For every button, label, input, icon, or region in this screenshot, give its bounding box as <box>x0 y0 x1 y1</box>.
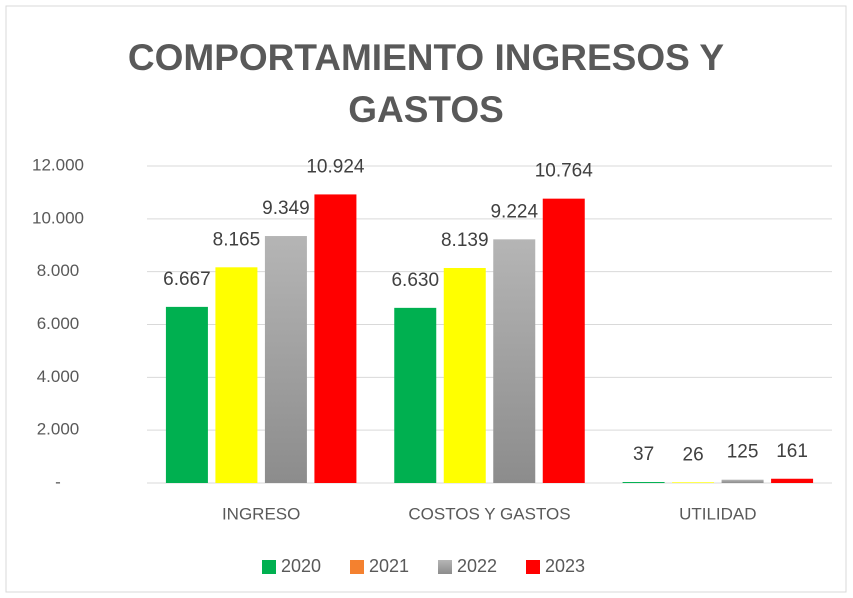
data-label: 8.139 <box>441 230 489 251</box>
x-tick-label: INGRESO <box>222 504 300 523</box>
legend-label: 2021 <box>369 556 409 576</box>
data-label: 37 <box>633 444 654 465</box>
bar <box>215 267 258 483</box>
data-label: 9.224 <box>490 201 538 222</box>
data-label: 6.667 <box>163 269 211 290</box>
bar <box>394 307 437 483</box>
y-tick-label: - <box>55 472 61 491</box>
bar <box>493 239 536 483</box>
legend-swatch <box>526 560 540 574</box>
y-tick-label: 6.000 <box>37 314 80 333</box>
bar <box>443 267 486 483</box>
y-tick-label: 10.000 <box>32 208 84 227</box>
bar <box>314 194 357 484</box>
data-label: 9.349 <box>262 198 310 219</box>
x-tick-label: UTILIDAD <box>679 504 756 523</box>
bar <box>721 479 764 483</box>
chart-frame <box>5 5 847 593</box>
legend-swatch <box>438 560 452 574</box>
legend-label: 2020 <box>281 556 321 576</box>
legend-label: 2023 <box>545 556 585 576</box>
data-label: 161 <box>776 441 808 462</box>
bar <box>165 306 208 483</box>
bar <box>622 482 665 483</box>
chart-title: COMPORTAMIENTO INGRESOS Y GASTOS <box>127 37 725 130</box>
legend-label: 2022 <box>457 556 497 576</box>
bar <box>542 198 585 483</box>
y-tick-label: 12.000 <box>32 155 84 174</box>
legend-swatch <box>262 560 276 574</box>
bar <box>672 482 715 483</box>
data-label: 10.764 <box>535 161 594 182</box>
bar <box>264 236 307 483</box>
data-label: 8.165 <box>213 229 261 250</box>
y-tick-label: 4.000 <box>37 367 80 386</box>
legend-swatch <box>350 560 364 574</box>
data-label: 10.924 <box>306 156 365 177</box>
data-label: 26 <box>683 444 704 465</box>
x-tick-label: COSTOS Y GASTOS <box>408 504 570 523</box>
y-tick-label: 8.000 <box>37 261 80 280</box>
data-label: 125 <box>727 442 759 463</box>
data-label: 6.630 <box>391 270 439 291</box>
bar <box>771 478 814 483</box>
y-tick-label: 2.000 <box>37 420 80 439</box>
